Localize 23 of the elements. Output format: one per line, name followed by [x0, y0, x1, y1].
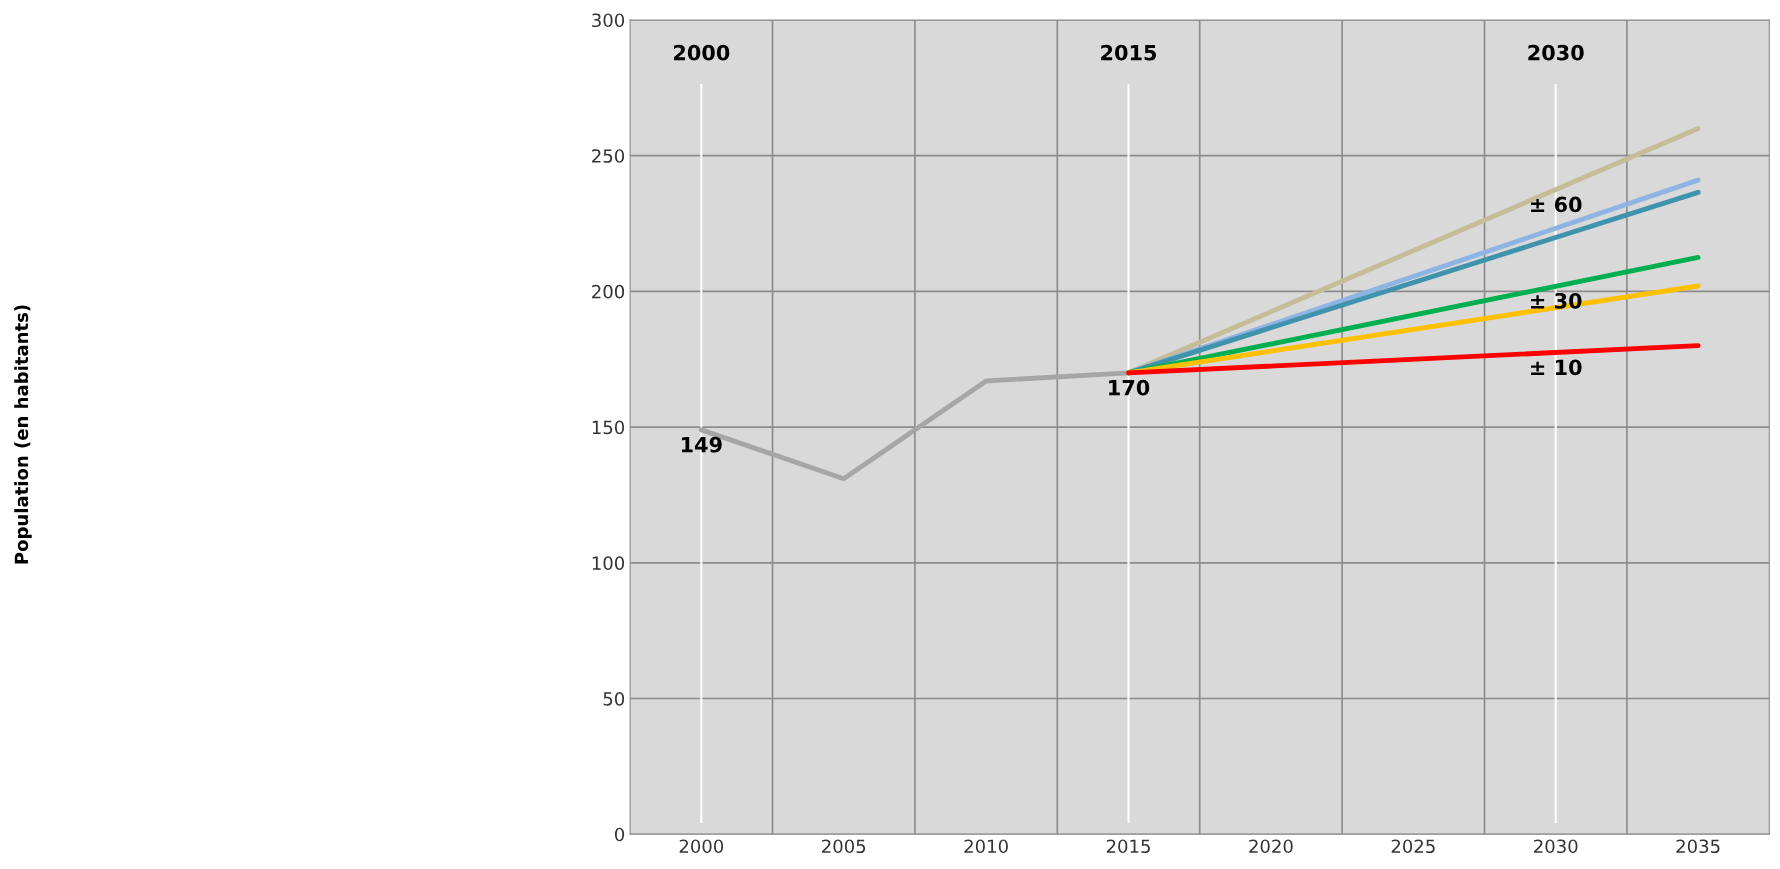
y-tick-label: 300 [592, 13, 625, 28]
annotation: 170 [1109, 379, 1150, 396]
x-tick-label: 2015 [1106, 839, 1150, 854]
x-tick-label: 2000 [679, 839, 724, 854]
y-tick-label: 100 [592, 556, 625, 570]
annotation: ± 60 [1531, 196, 1582, 213]
x-tick-label: 2035 [1676, 839, 1720, 854]
x-tick-label: 2030 [1534, 839, 1578, 854]
x-tick-label: 2010 [964, 839, 1008, 854]
text: Population (en habitants) [14, 305, 32, 564]
x-tick-label: 2020 [1249, 839, 1293, 854]
y-tick-label: 0 [614, 827, 625, 842]
y-tick-label: 150 [592, 420, 625, 435]
x-tick-label: 2005 [822, 839, 866, 854]
y-tick-label: 200 [592, 284, 625, 299]
ref-line-label: 2015 [1101, 44, 1157, 61]
annotation: 149 [681, 436, 722, 453]
ref-line-label: 2030 [1528, 44, 1584, 61]
y-tick-label: 50 [603, 691, 625, 706]
y-tick-label: 250 [592, 149, 625, 163]
ref-line-label: 2000 [673, 44, 730, 61]
x-tick-label: 2025 [1391, 839, 1435, 854]
annotation: ± 10 [1531, 359, 1582, 376]
